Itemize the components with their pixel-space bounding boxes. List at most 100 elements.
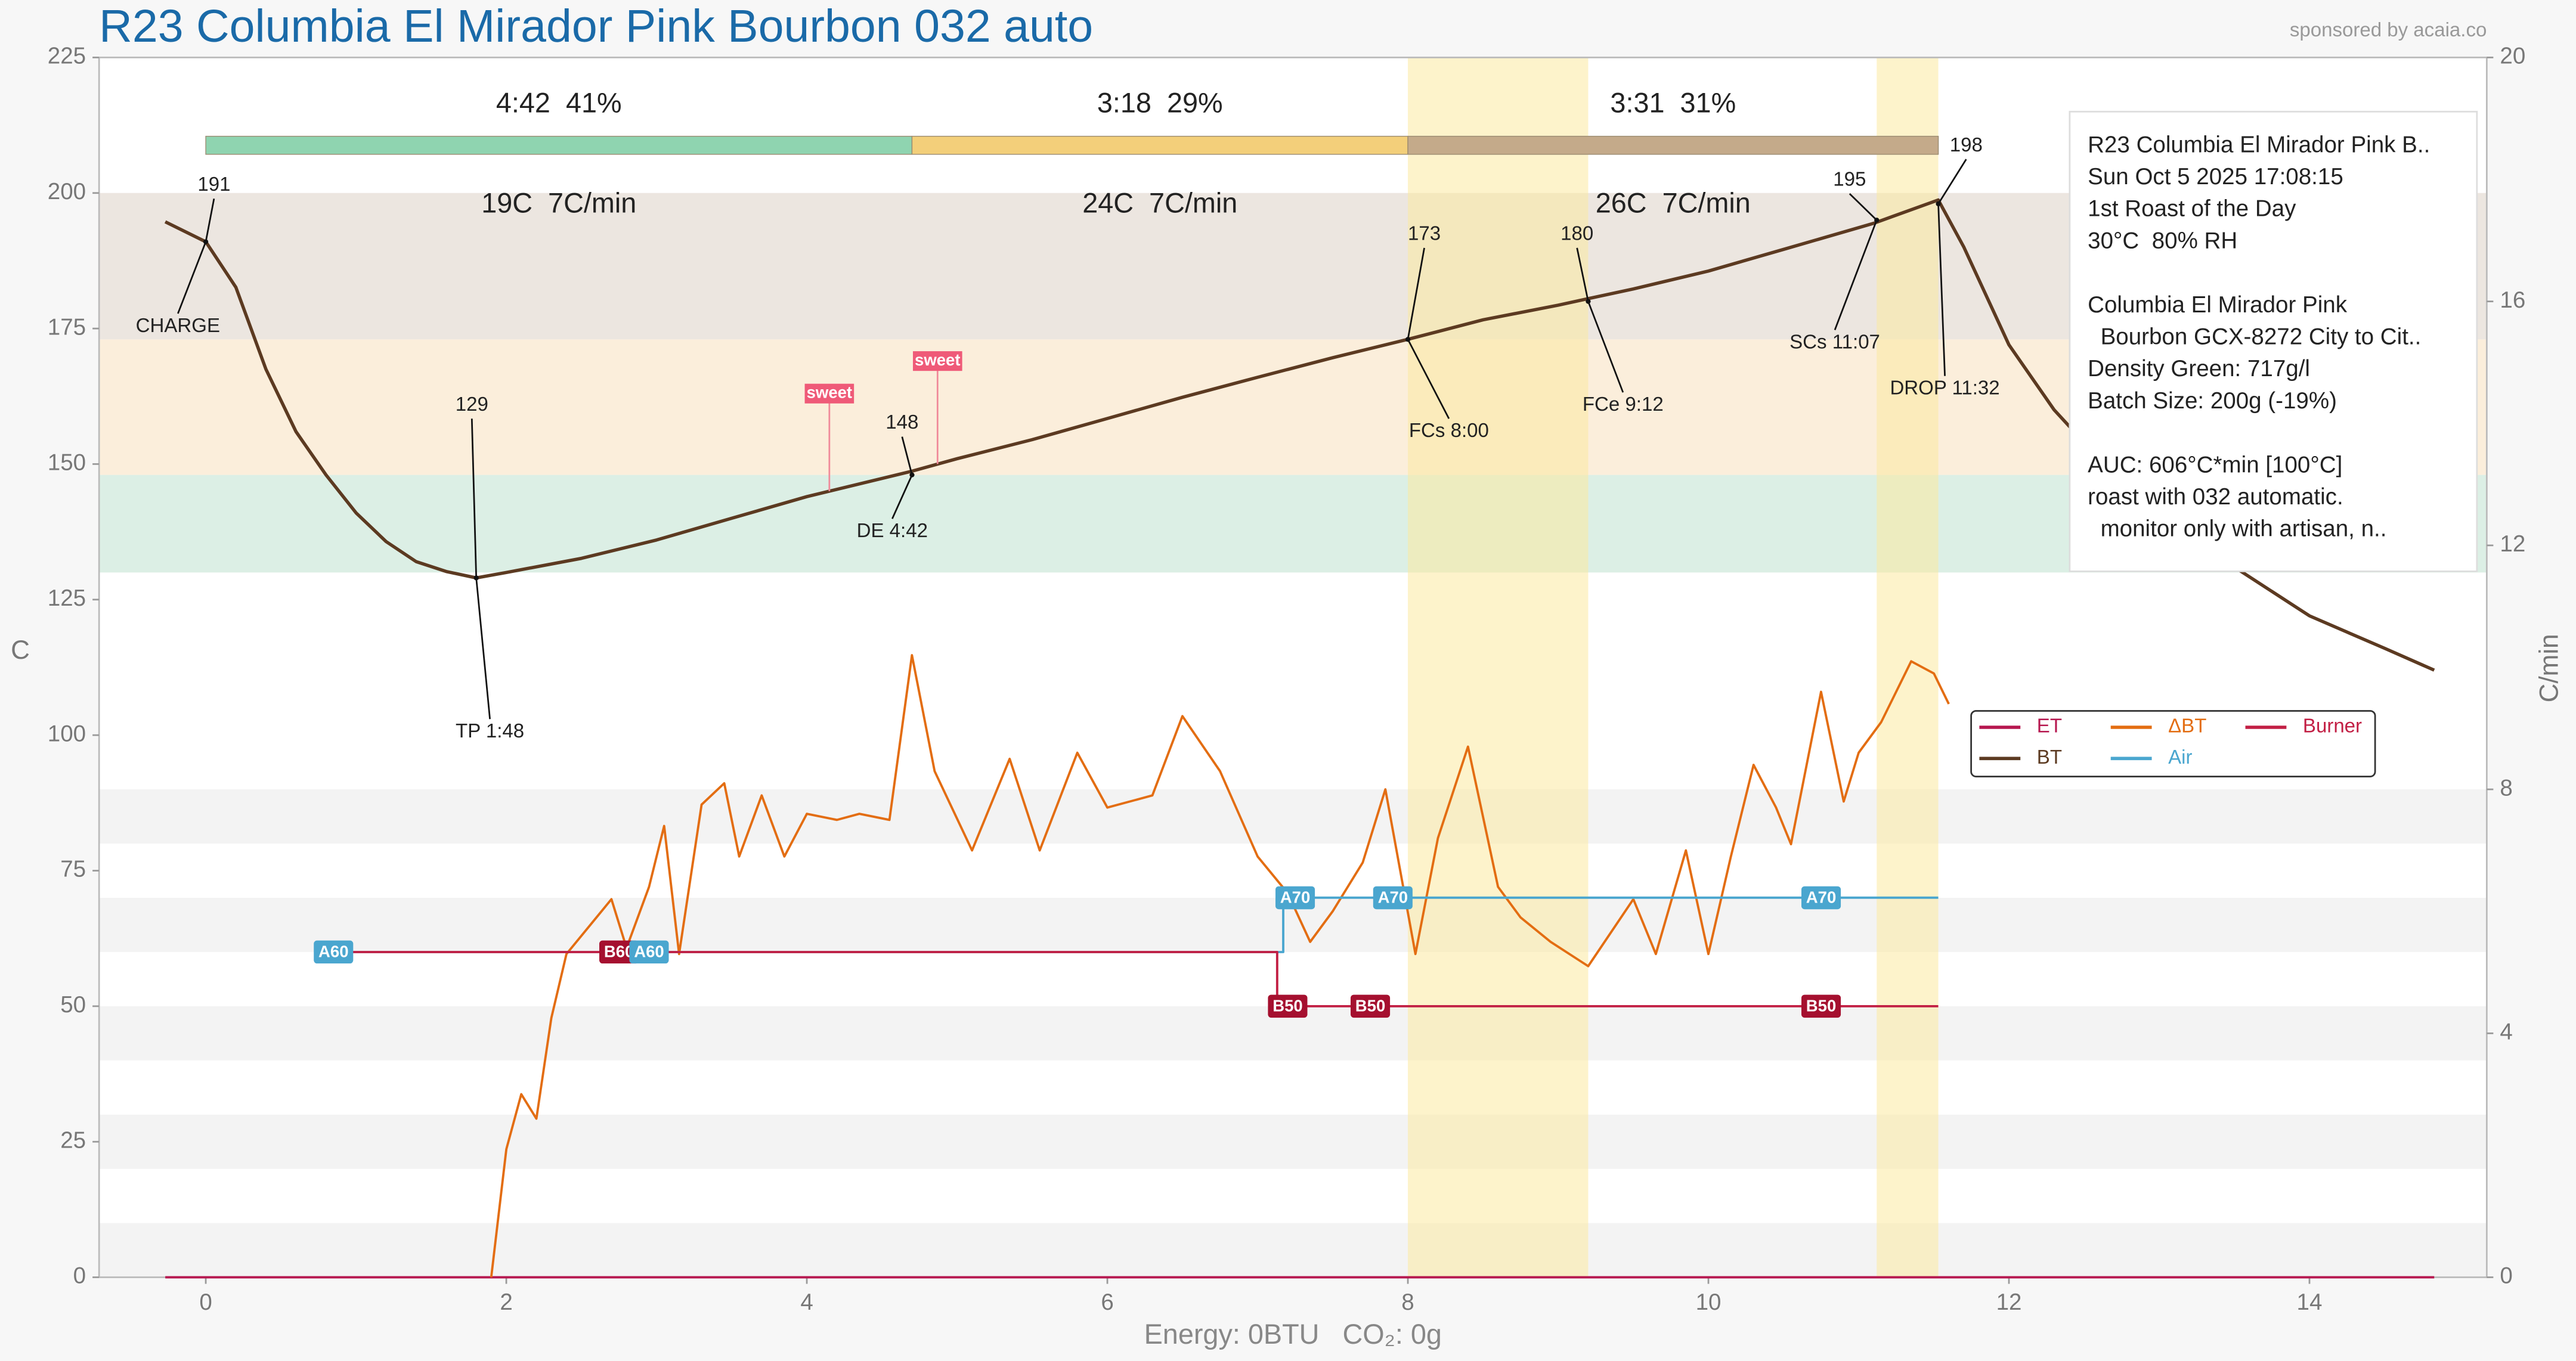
event-point bbox=[909, 472, 915, 478]
stripe bbox=[99, 789, 2487, 844]
legend-label: ET bbox=[2037, 715, 2062, 737]
info-line: Columbia El Mirador Pink bbox=[2088, 292, 2348, 318]
info-line: 1st Roast of the Day bbox=[2088, 196, 2296, 222]
y-tick-label: 125 bbox=[48, 585, 86, 611]
info-line: 30°C 80% RH bbox=[2088, 228, 2237, 253]
x-tick-label: 10 bbox=[1696, 1289, 1722, 1315]
y-tick-label: 100 bbox=[48, 721, 86, 746]
event-leader bbox=[901, 436, 913, 475]
event-label: DE 4:42 bbox=[857, 520, 928, 542]
step-label: B50 bbox=[1268, 994, 1308, 1018]
step-label-box bbox=[1268, 994, 1308, 1018]
stripe bbox=[99, 1114, 2487, 1169]
event-label: SCs 11:07 bbox=[1789, 331, 1880, 353]
step-label: A60 bbox=[629, 940, 669, 964]
phase-sub-label: 24C 7C/min bbox=[1082, 188, 1237, 219]
event-label: TP 1:48 bbox=[456, 720, 524, 742]
series-line bbox=[164, 198, 2435, 672]
info-line: AUC: 606°C*min [100°C] bbox=[2088, 452, 2342, 478]
y-tick-label: 50 bbox=[60, 992, 86, 1018]
legend-label: Burner bbox=[2303, 715, 2362, 737]
step-label-text: B50 bbox=[1272, 996, 1302, 1015]
step-label: A70 bbox=[1275, 886, 1315, 910]
y-axis-label: C bbox=[11, 635, 30, 665]
stripe bbox=[99, 1223, 2487, 1278]
series-line bbox=[314, 951, 1939, 1007]
info-box-frame bbox=[2069, 110, 2478, 572]
x-tick-label: 12 bbox=[1996, 1289, 2022, 1315]
event-leader bbox=[1587, 301, 1624, 393]
event-value: 173 bbox=[1408, 223, 1441, 245]
event-value: 148 bbox=[886, 411, 918, 433]
event-value: 198 bbox=[1950, 134, 1983, 156]
marker-text: sweet bbox=[807, 383, 852, 401]
legend-label: BT bbox=[2037, 746, 2062, 768]
phase-bar bbox=[911, 135, 1408, 155]
legend: ET BT ΔBT Air Burner bbox=[1970, 710, 2376, 777]
phase-bar bbox=[205, 135, 913, 155]
y2-tick-label: 20 bbox=[2500, 44, 2525, 69]
marker-box bbox=[804, 383, 854, 404]
step-label-box bbox=[1275, 886, 1315, 910]
highlight-band bbox=[1408, 57, 1589, 1278]
phase-bar bbox=[1407, 135, 1939, 155]
y-tick-label: 0 bbox=[73, 1263, 86, 1289]
chart-title: R23 Columbia El Mirador Pink Bourbon 032… bbox=[99, 1, 1093, 52]
event-point bbox=[1874, 218, 1880, 223]
y-tick-label: 175 bbox=[48, 314, 86, 340]
event-value: 191 bbox=[197, 173, 230, 196]
info-line: roast with 032 automatic. bbox=[2088, 484, 2343, 510]
step-label-box bbox=[314, 940, 354, 964]
step-label: B60 bbox=[599, 940, 639, 964]
step-label-box bbox=[1373, 886, 1413, 910]
event-value: 129 bbox=[456, 393, 488, 416]
x-tick-label: 4 bbox=[800, 1289, 813, 1315]
y-tick-label: 150 bbox=[48, 450, 86, 476]
step-label-box bbox=[1350, 994, 1391, 1018]
marker-text: sweet bbox=[915, 351, 960, 369]
info-line: monitor only with artisan, n.. bbox=[2088, 516, 2386, 542]
legend-label: ΔBT bbox=[2168, 715, 2206, 737]
info-line: Batch Size: 200g (-19%) bbox=[2088, 388, 2337, 414]
info-box: R23 Columbia El Mirador Pink B.. Sun Oct … bbox=[2069, 110, 2478, 572]
step-label-box bbox=[1801, 994, 1841, 1018]
step-label-box bbox=[599, 940, 639, 964]
phase-sub-label: 26C 7C/min bbox=[1596, 188, 1751, 219]
x-tick-label: 0 bbox=[199, 1289, 212, 1315]
phase-label: 3:31 31% bbox=[1610, 88, 1736, 119]
legend-label: Air bbox=[2168, 746, 2192, 768]
event-leader bbox=[1849, 193, 1878, 221]
series-line bbox=[490, 654, 1950, 1278]
step-label: B50 bbox=[1350, 994, 1391, 1018]
event-label: FCs 8:00 bbox=[1409, 420, 1489, 442]
x-tick-label: 2 bbox=[500, 1289, 512, 1315]
y2-tick-label: 12 bbox=[2500, 531, 2525, 557]
marker-box bbox=[912, 351, 962, 371]
info-line: Sun Oct 5 2025 17:08:15 bbox=[2088, 164, 2343, 190]
phase-label: 3:18 29% bbox=[1097, 88, 1223, 119]
step-label: A70 bbox=[1373, 886, 1413, 910]
y-tick-label: 225 bbox=[48, 44, 86, 69]
y2-tick-label: 8 bbox=[2500, 775, 2512, 801]
event-leader bbox=[177, 241, 207, 314]
event-leader bbox=[1576, 247, 1589, 302]
step-label-text: A70 bbox=[1378, 888, 1408, 907]
event-point bbox=[203, 239, 209, 244]
event-point bbox=[1586, 299, 1591, 304]
step-label: A70 bbox=[1801, 886, 1841, 910]
y-tick-label: 25 bbox=[60, 1127, 86, 1153]
event-point bbox=[1405, 337, 1411, 342]
y2-tick-label: 0 bbox=[2500, 1263, 2512, 1289]
step-label-text: A60 bbox=[634, 943, 664, 961]
y-tick-label: 75 bbox=[60, 857, 86, 882]
step-label-text: A70 bbox=[1280, 888, 1310, 907]
info-line: Density Green: 717g/l bbox=[2088, 356, 2310, 382]
step-label-text: A60 bbox=[318, 943, 348, 961]
step-label-box bbox=[629, 940, 669, 964]
step-label-box bbox=[1801, 886, 1841, 910]
info-line: Bourbon GCX-8272 City to Cit.. bbox=[2088, 324, 2421, 349]
event-label: FCe 9:12 bbox=[1583, 393, 1664, 416]
event-leader bbox=[475, 578, 491, 720]
